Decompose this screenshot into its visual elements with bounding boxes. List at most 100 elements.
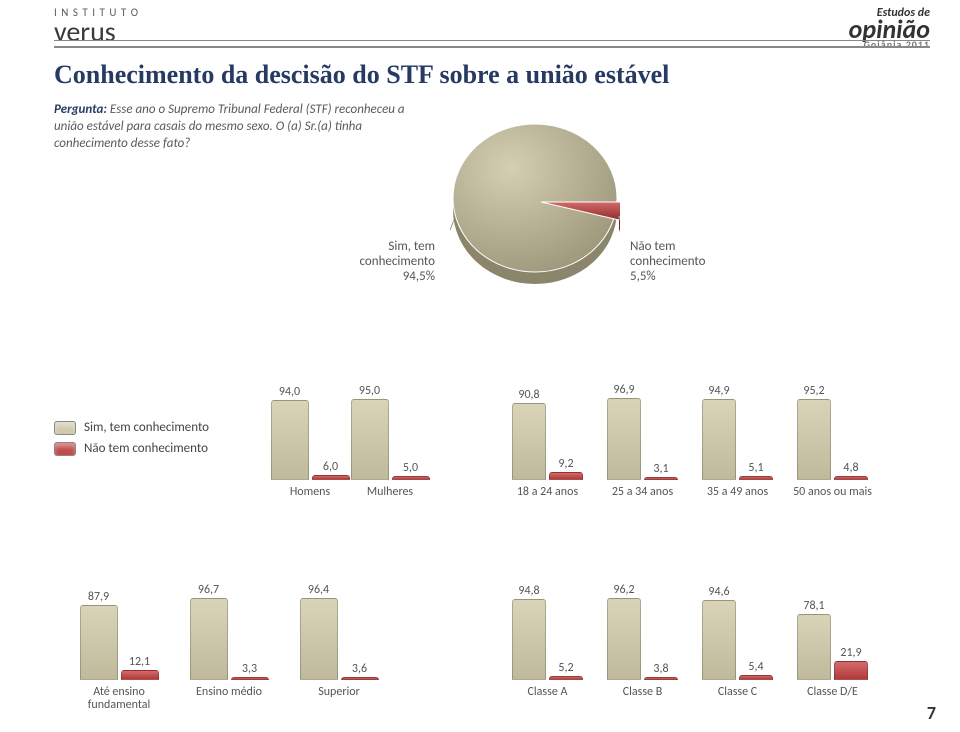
category-label: 25 a 34 anos <box>612 486 673 512</box>
bar-nao: 3,8 <box>644 677 678 680</box>
bar-value-sim: 94,9 <box>708 384 729 398</box>
bar-pair: 95,24,850 anos ou mais <box>785 370 880 512</box>
chart-education: 87,9 12,1 Até ensino fundamental 96,7 3,3 Ens… <box>64 570 394 712</box>
bar-pair: 96,7 3,3 Ensino médio <box>174 570 284 712</box>
bar-pair: 95,0 5,0 Mulheres <box>350 370 430 512</box>
category-label: 50 anos ou mais <box>793 486 872 512</box>
bar-value-sim: 78,1 <box>803 599 824 613</box>
bar-sim: 90,8 <box>512 403 546 480</box>
category-label: Classe B <box>623 686 663 712</box>
bar-sim: 95,2 <box>797 399 831 480</box>
bar-value-sim: 87,9 <box>88 590 109 604</box>
bar-value-nao: 3,1 <box>653 462 668 476</box>
bar-container: 96,9 3,1 <box>607 370 678 480</box>
bar-sim: 94,6 <box>702 600 736 680</box>
swatch-sim <box>54 421 76 435</box>
bar-sim: 95,0 <box>351 399 389 480</box>
bar-sim: 78,1 <box>797 614 831 680</box>
bar-nao: 12,1 <box>121 670 159 680</box>
bar-pair: 90,8 9,2 18 a 24 anos <box>500 370 595 512</box>
bar-pair: 87,9 12,1 Até ensino fundamental <box>64 570 174 712</box>
bar-value-sim: 90,8 <box>518 388 539 402</box>
bar-nao: 6,0 <box>312 475 350 480</box>
bar-container: 94,85,2 <box>512 570 583 680</box>
bar-value-sim: 94,8 <box>518 584 539 598</box>
bar-container: 96,2 3,8 <box>607 570 678 680</box>
bar-value-sim: 95,2 <box>803 384 824 398</box>
category-label: Ensino médio <box>196 686 262 712</box>
legend: Sim, tem conhecimento Não tem conhecimen… <box>54 420 209 462</box>
chart-class: 94,85,2Classe A96,23,8Classe B94,65,4Cla… <box>500 570 880 712</box>
bar-value-nao: 3,8 <box>653 662 668 676</box>
category-label: Superior <box>318 686 360 712</box>
divider-thin <box>54 40 930 41</box>
legend-item-nao: Não tem conhecimento <box>54 441 209 456</box>
legend-nao-label: Não tem conhecimento <box>84 441 208 456</box>
bar-container: 95,24,8 <box>797 370 868 480</box>
category-label: Classe C <box>718 686 757 712</box>
bar-nao: 5,4 <box>739 675 773 680</box>
bar-value-sim: 94,6 <box>708 585 729 599</box>
bar-pair: 94,65,4Classe C <box>690 570 785 712</box>
bar-container: 94,06,0 <box>271 370 350 480</box>
category-label: Até ensino fundamental <box>64 686 174 712</box>
bar-nao: 4,8 <box>834 476 868 480</box>
category-label: Classe A <box>528 686 568 712</box>
bar-nao: 3,6 <box>341 677 379 680</box>
bar-value-sim: 96,2 <box>613 583 634 597</box>
category-label: 18 a 24 anos <box>517 486 578 512</box>
bar-sim: 94,9 <box>702 399 736 480</box>
bar-sim: 94,0 <box>271 400 309 480</box>
bar-value-sim: 95,0 <box>359 384 380 398</box>
chart-sex: 94,06,0Homens95,05,0Mulheres <box>270 370 430 512</box>
legend-sim-label: Sim, tem conhecimento <box>84 420 209 435</box>
bar-nao: 5,1 <box>739 476 773 480</box>
question-label: Pergunta: <box>54 102 107 117</box>
bar-value-nao: 3,3 <box>242 662 257 676</box>
bar-container: 90,8 9,2 <box>512 370 583 480</box>
legend-item-sim: Sim, tem conhecimento <box>54 420 209 435</box>
category-label: Classe D/E <box>807 686 858 712</box>
pie-chart-area: Sim, tem conhecimento 94,5% Não tem conh… <box>310 100 730 330</box>
bar-value-nao: 5,0 <box>403 461 418 475</box>
bar-container: 95,0 5,0 <box>351 370 430 480</box>
bar-value-nao: 9,2 <box>558 457 573 471</box>
bar-value-nao: 21,9 <box>840 646 861 660</box>
bar-pair: 78,1 21,9 Classe D/E <box>785 570 880 712</box>
bar-value-nao: 5,4 <box>748 660 763 674</box>
bar-container: 94,65,4 <box>702 570 773 680</box>
logo-right-line2: opinião <box>849 20 930 38</box>
bar-sim: 96,7 <box>190 598 228 680</box>
bar-value-sim: 96,9 <box>613 383 634 397</box>
page-title: Conhecimento da descisão do STF sobre a … <box>54 60 669 90</box>
bar-value-nao: 3,6 <box>352 662 367 676</box>
bar-container: 96,43,6 <box>300 570 379 680</box>
bar-container: 96,7 3,3 <box>190 570 269 680</box>
bar-nao: 5,2 <box>549 676 583 680</box>
swatch-nao <box>54 442 76 456</box>
bar-sim: 96,4 <box>300 598 338 680</box>
bar-container: 87,9 12,1 <box>80 570 159 680</box>
bar-pair: 96,43,6Superior <box>284 570 394 712</box>
bar-value-sim: 94,0 <box>279 385 300 399</box>
divider-thick <box>54 46 930 48</box>
bar-value-nao: 6,0 <box>323 460 338 474</box>
category-label: Homens <box>290 486 330 512</box>
pie-chart <box>450 110 620 300</box>
header: I N S T I T U T O verus Estudos de opini… <box>0 0 960 52</box>
pie-label-nao: Não tem conhecimento 5,5% <box>630 240 740 285</box>
bar-nao: 3,1 <box>644 477 678 480</box>
bar-value-nao: 12,1 <box>129 655 150 669</box>
bar-value-sim: 96,4 <box>308 583 329 597</box>
bar-container: 94,95,1 <box>702 370 773 480</box>
bar-pair: 94,85,2Classe A <box>500 570 595 712</box>
category-label: 35 a 49 anos <box>707 486 768 512</box>
bar-value-nao: 5,2 <box>558 661 573 675</box>
bar-container: 78,1 21,9 <box>797 570 868 680</box>
bar-pair: 94,06,0Homens <box>270 370 350 512</box>
bar-value-sim: 96,7 <box>198 583 219 597</box>
category-label: Mulheres <box>367 486 413 512</box>
bar-value-nao: 4,8 <box>843 461 858 475</box>
bar-pair: 94,95,135 a 49 anos <box>690 370 785 512</box>
bar-sim: 94,8 <box>512 599 546 680</box>
